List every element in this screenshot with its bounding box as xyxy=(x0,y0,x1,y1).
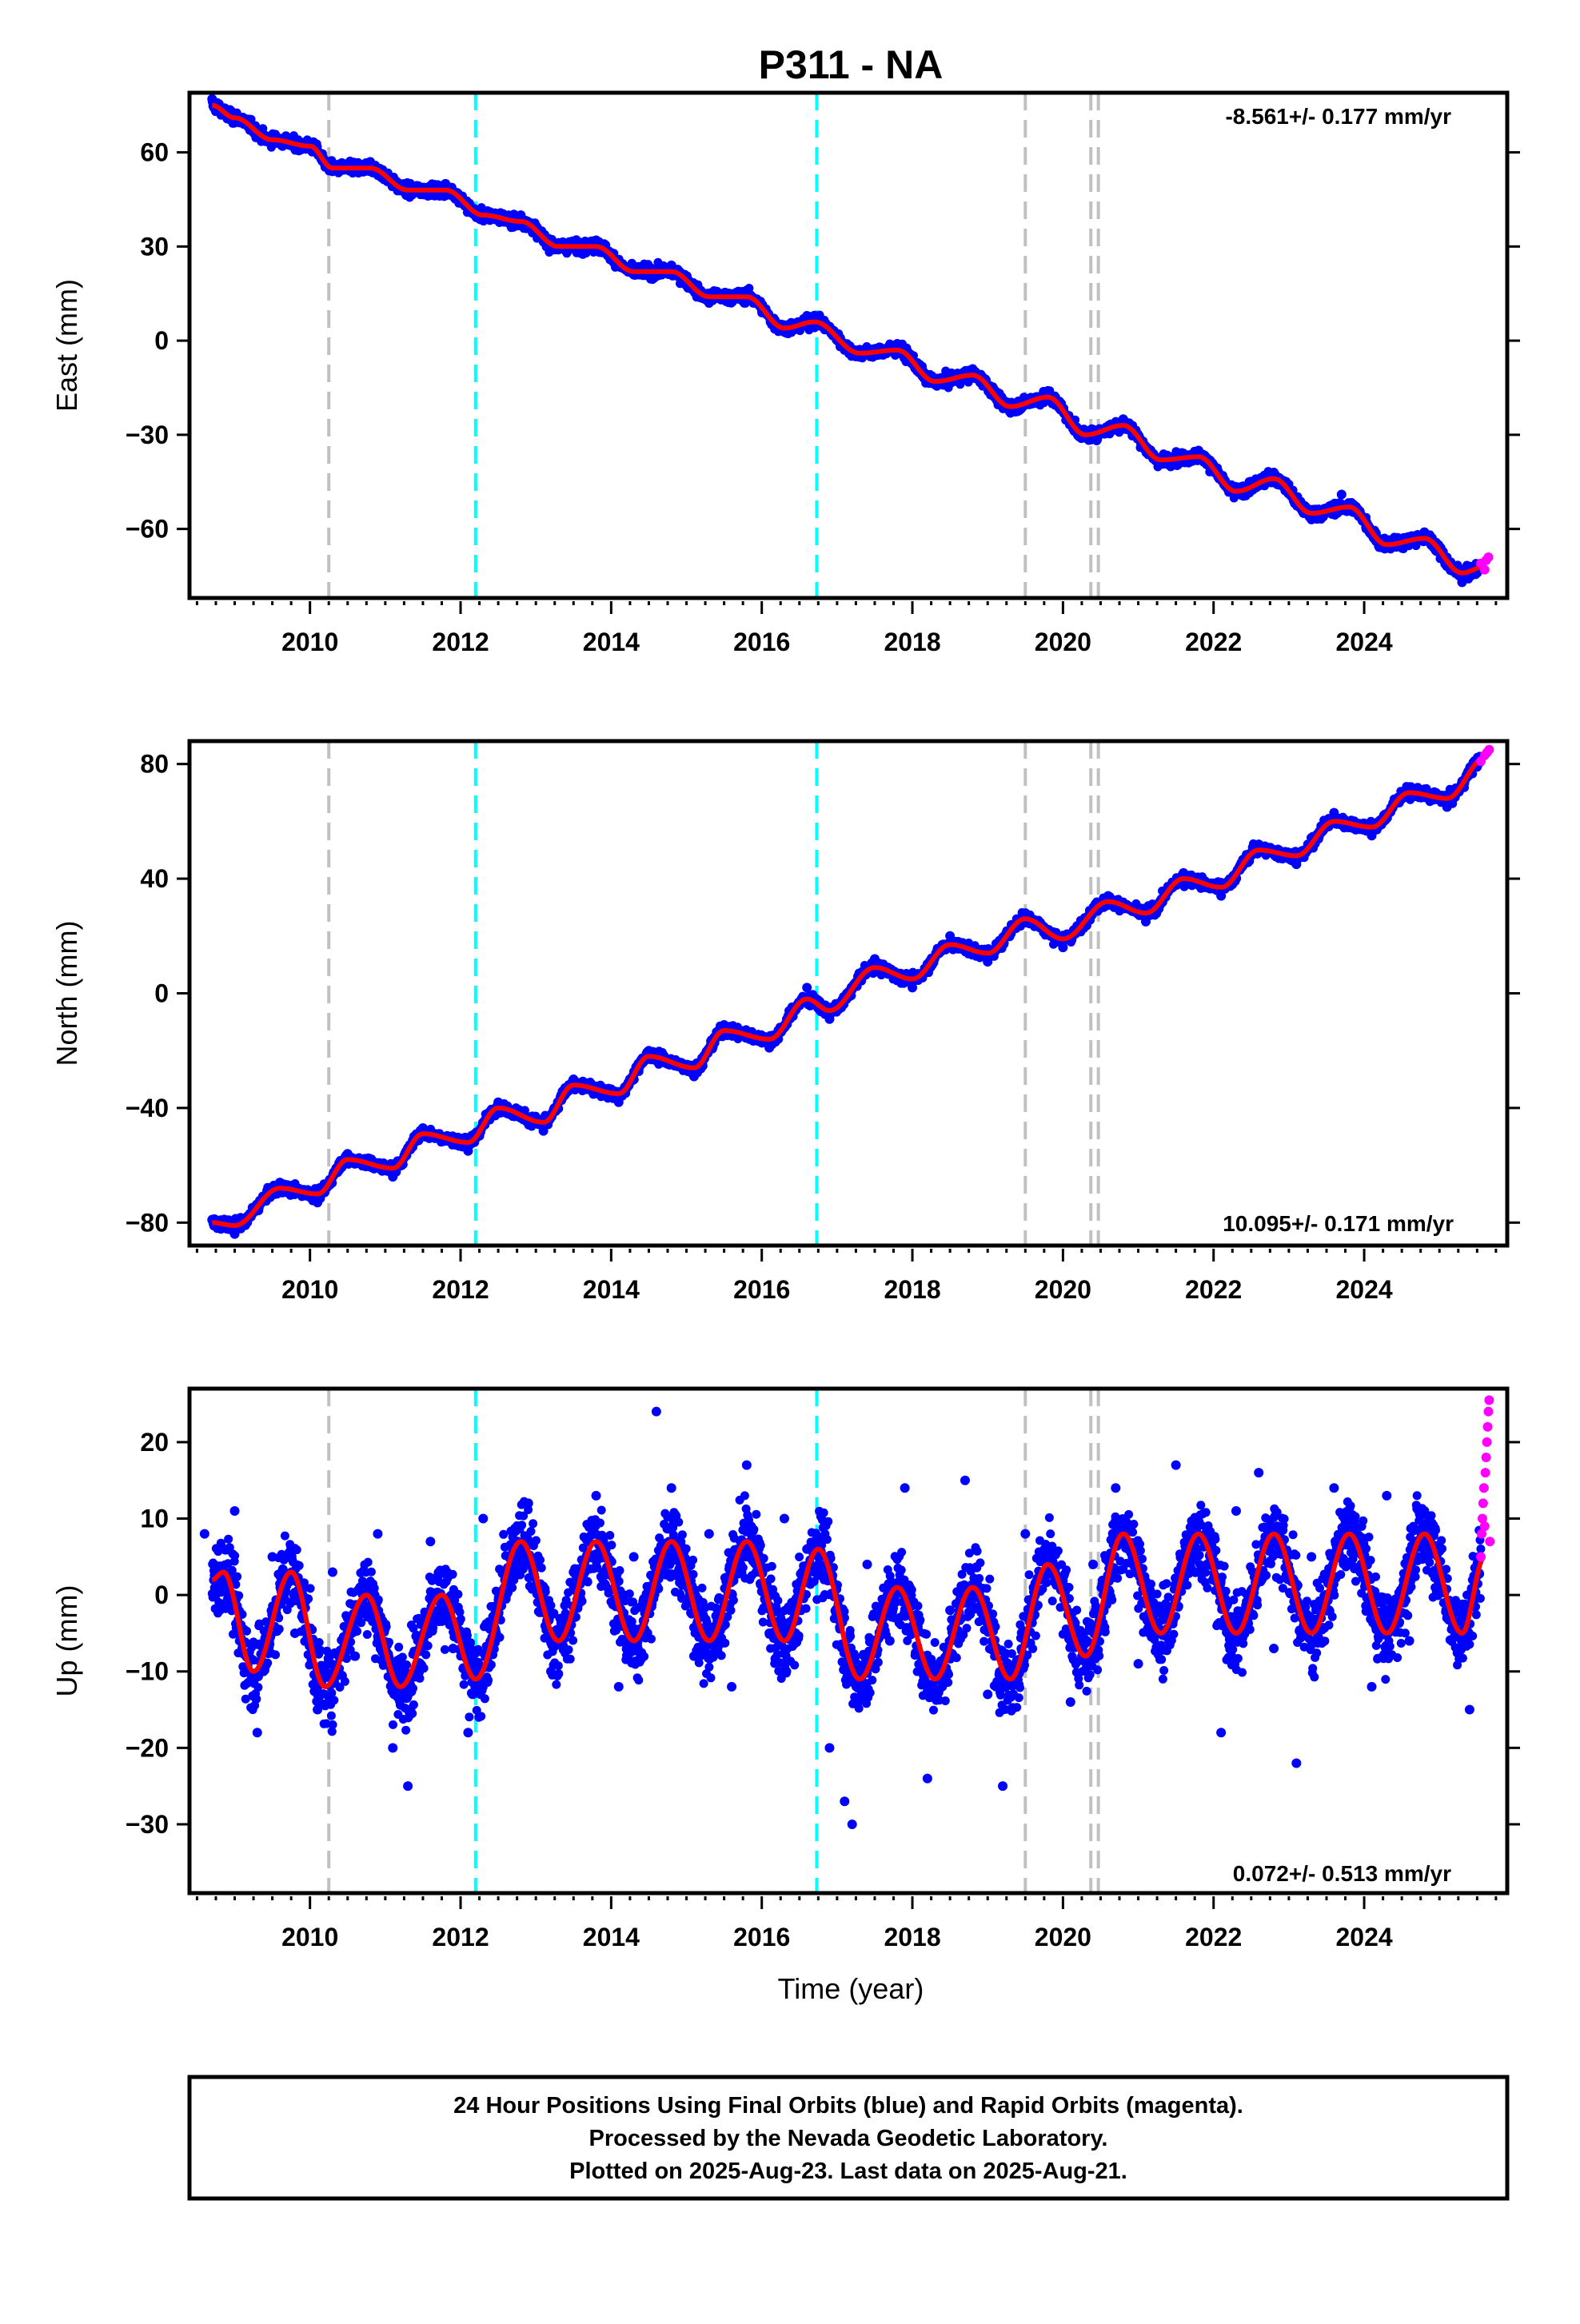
final-orbit-point xyxy=(1269,468,1279,477)
footer-line-2: Processed by the Nevada Geodetic Laborat… xyxy=(589,2126,1108,2151)
final-orbit-point xyxy=(742,285,752,295)
final-orbit-cloud xyxy=(208,97,1486,584)
x-tick-label: 2024 xyxy=(1335,628,1392,656)
x-tick-label: 2018 xyxy=(884,628,940,656)
final-orbit-point xyxy=(1194,446,1203,456)
final-orbit-point xyxy=(441,179,450,189)
final-orbit-point xyxy=(1337,489,1347,499)
final-orbit-point xyxy=(1043,386,1053,396)
footer-line-1: 24 Hour Positions Using Final Orbits (bl… xyxy=(453,2093,1243,2119)
x-tick-label: 2010 xyxy=(281,628,338,656)
footer-box: 24 Hour Positions Using Final Orbits (bl… xyxy=(190,2077,1507,2198)
final-orbit-point xyxy=(516,210,525,220)
x-tick-label: 2014 xyxy=(583,628,640,656)
final-orbit-point xyxy=(207,94,217,104)
y-axis-label: East (mm) xyxy=(50,279,83,412)
y-tick-label: −60 xyxy=(126,515,169,544)
panel-east: 2010 2012 2014 2016 2018 2020 2022 2024 60 30 0 −30… xyxy=(50,93,1520,656)
y-tick-label: −30 xyxy=(126,421,169,449)
rapid-orbit-point xyxy=(1480,565,1490,575)
x-tick-label: 2022 xyxy=(1185,628,1242,656)
final-orbit-point xyxy=(968,364,977,373)
final-orbit-point xyxy=(592,235,601,245)
velocity-annotation: -8.561+/- 0.177 mm/yr xyxy=(1225,104,1451,129)
rapid-orbit-point xyxy=(1483,552,1493,562)
x-tick-label: 2012 xyxy=(432,628,489,656)
final-orbit-point xyxy=(892,339,902,349)
final-orbit-point xyxy=(1307,515,1316,524)
final-orbit-point xyxy=(667,261,676,270)
final-orbit-point xyxy=(1119,414,1128,424)
footer-line-3: Plotted on 2025-Aug-23. Last data on 202… xyxy=(569,2159,1127,2184)
y-tick-label: 60 xyxy=(140,138,169,167)
final-orbit-point xyxy=(704,298,714,308)
final-orbit-point xyxy=(1419,528,1429,537)
x-tick-label: 2020 xyxy=(1035,628,1091,656)
final-orbit-point xyxy=(810,311,820,321)
final-orbit-point xyxy=(365,157,375,166)
y-tick-label: 0 xyxy=(154,326,169,355)
final-orbit-point xyxy=(1457,577,1466,587)
y-tick-label: 30 xyxy=(140,232,169,261)
x-tick-label: 2016 xyxy=(733,628,790,656)
